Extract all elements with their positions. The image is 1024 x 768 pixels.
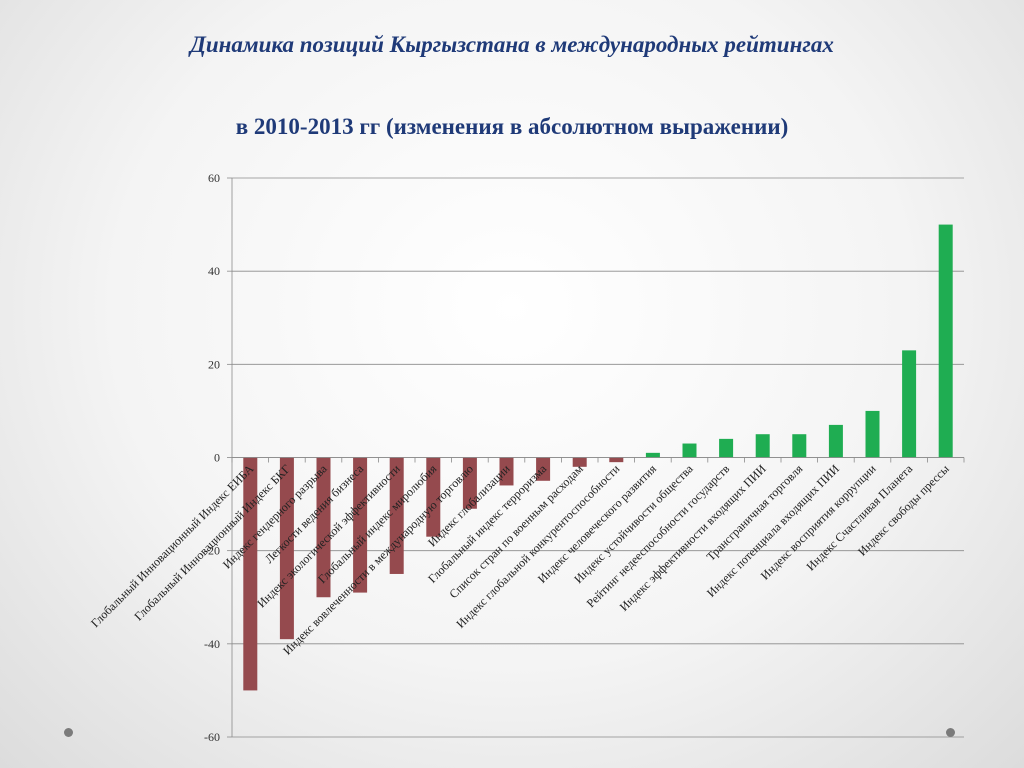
bar-4 — [353, 457, 368, 593]
bar-11 — [609, 457, 624, 463]
bar-10 — [572, 457, 587, 467]
bar-3 — [316, 457, 331, 598]
y-tick-label: 60 — [208, 171, 220, 185]
bar-7 — [462, 457, 477, 509]
category-label: Глобальный Инновационный Индекс ЕИБА — [88, 461, 257, 630]
bar-19 — [902, 350, 917, 458]
bar-20 — [938, 224, 953, 458]
chart-title-line2: в 2010-2013 гг (изменения в абсолютном в… — [235, 114, 789, 139]
category-label: Индекс потенциала входящих ПИИ — [704, 461, 842, 599]
corner-dot-left — [64, 728, 73, 737]
bar-8 — [499, 457, 514, 486]
chart-title-line1: Динамика позиций Кыргызстана в междунаро… — [190, 32, 834, 57]
bar-5 — [389, 457, 404, 574]
y-tick-label: -40 — [204, 637, 220, 651]
bar-15 — [755, 434, 770, 458]
bar-2 — [279, 457, 294, 640]
corner-dot-right — [946, 728, 955, 737]
y-tick-label: -20 — [204, 544, 220, 558]
bar-18 — [865, 410, 880, 458]
bar-12 — [645, 452, 660, 458]
bar-14 — [719, 438, 734, 458]
y-tick-label: -60 — [204, 730, 220, 744]
bar-6 — [426, 457, 441, 537]
y-tick-label: 20 — [208, 357, 220, 371]
bar-1 — [243, 457, 258, 691]
bar-17 — [828, 424, 843, 458]
bar-16 — [792, 434, 807, 458]
bar-9 — [536, 457, 551, 481]
y-tick-label: 0 — [214, 451, 220, 465]
y-tick-label: 40 — [208, 264, 220, 278]
bar-13 — [682, 443, 697, 458]
